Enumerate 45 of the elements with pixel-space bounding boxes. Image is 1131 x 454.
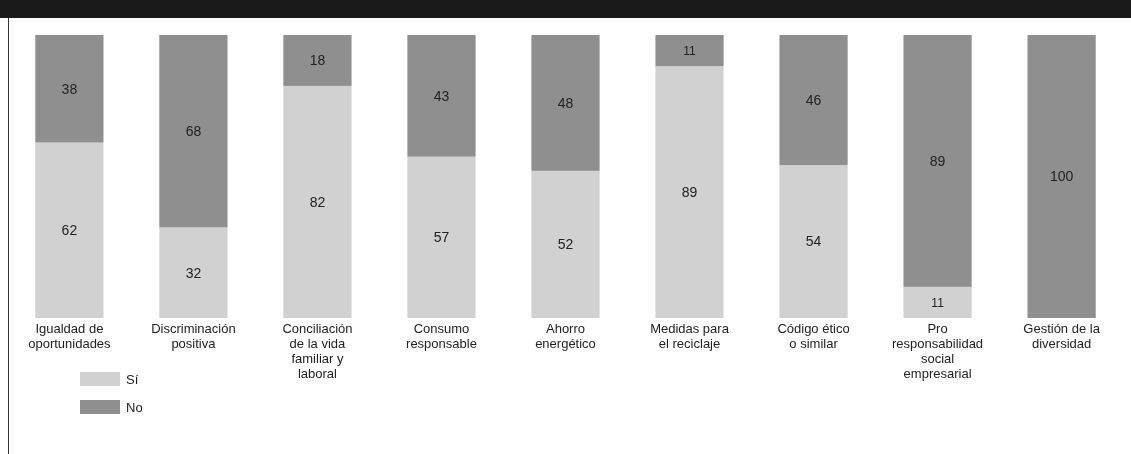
data-label: 11 [931,295,945,310]
bar [35,142,104,318]
bar [35,35,104,143]
data-label: 68 [185,123,202,140]
x-tick-label: Pro responsabilidad social empresarial [892,321,984,381]
data-label: 89 [681,183,698,200]
bar [903,286,972,318]
bar [283,35,352,86]
x-tick-label: Igualdad de oportunidades [28,321,112,351]
legend-label: Sí [126,371,139,387]
bar [283,85,352,318]
data-label: 52 [557,236,574,253]
bar [1027,35,1096,318]
data-label: 82 [309,193,326,210]
data-label: 46 [805,91,822,108]
bar [779,165,848,318]
x-tick-label: Medidas para el reciclaje [650,321,730,351]
bar [159,35,228,228]
data-label: 62 [61,222,78,239]
x-tick-label: Consumo responsable [406,321,477,351]
data-label: 18 [309,52,326,69]
x-tick-label: Discriminación positiva [151,321,236,351]
data-label: 32 [185,264,202,281]
bar [159,227,228,318]
data-label: 57 [433,229,450,246]
bar [407,35,476,157]
data-label: 54 [805,233,822,250]
data-label: 89 [929,152,946,169]
x-tick-label: Gestión de la diversidad [1023,321,1101,351]
legend-label: No [126,399,143,415]
x-tick-label: Ahorro energético [535,321,596,351]
x-tick-label: Conciliación de la vida familiar y laboral [282,321,353,381]
data-label: 100 [1049,168,1074,185]
x-tick-label: Código ético o similar [777,321,850,351]
data-label: 43 [433,87,450,104]
data-label: 38 [61,80,78,97]
bar [531,170,600,318]
bar [407,156,476,318]
bar [779,35,848,166]
data-label: 11 [683,43,697,58]
bar [903,35,972,287]
data-label: 48 [557,94,574,111]
bar [655,66,724,318]
bar [531,35,600,171]
bar [655,35,724,67]
